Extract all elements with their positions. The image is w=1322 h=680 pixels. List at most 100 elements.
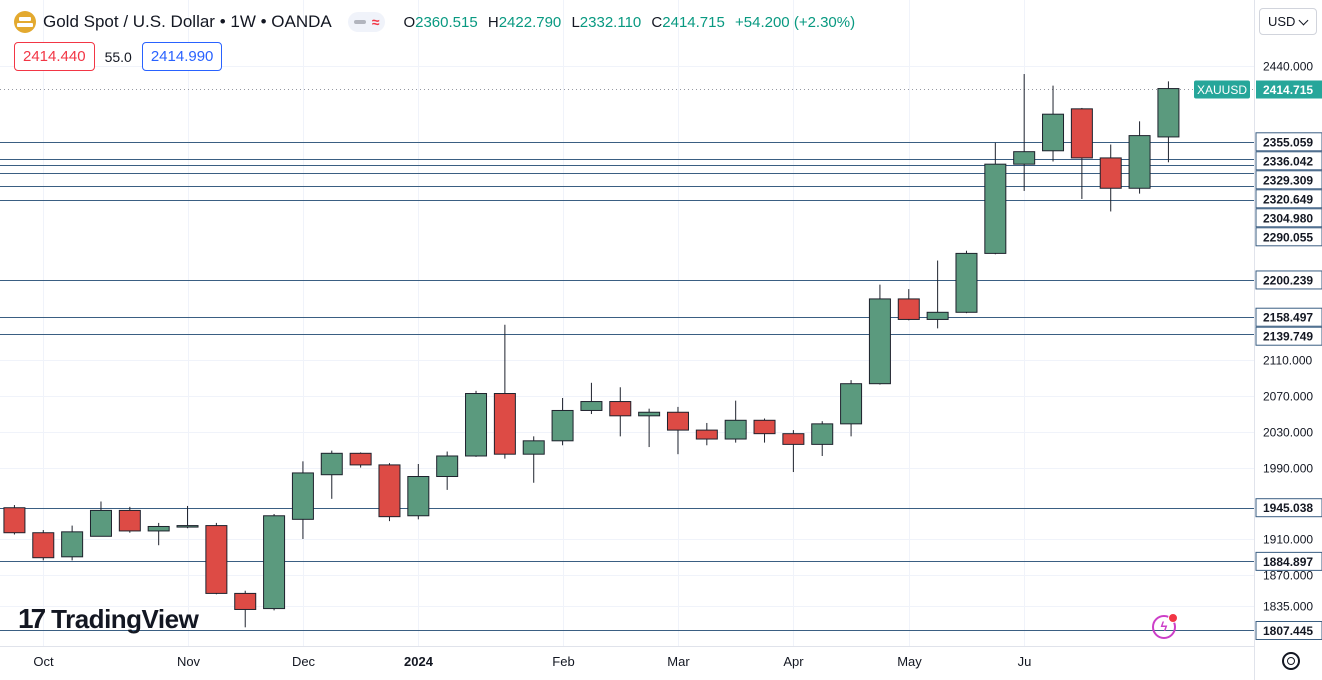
symbol-title[interactable]: Gold Spot / U.S. Dollar <box>43 12 215 31</box>
level-price-tag <box>1255 307 1322 327</box>
close-label: C <box>651 13 663 31</box>
symbol-tag <box>1194 80 1250 99</box>
candle-body <box>1042 113 1065 152</box>
candle <box>609 387 632 437</box>
candle <box>61 525 84 561</box>
chart-legend-header: Gold Spot / U.S. Dollar • 1W • OANDA ≈ O… <box>14 10 861 34</box>
open-value: 2360.515 <box>415 13 478 31</box>
candle <box>147 522 170 546</box>
tradingview-mark-icon: 17 <box>18 603 46 634</box>
interval-label[interactable]: 1W <box>230 12 256 31</box>
spread-value: 55.0 <box>104 48 132 65</box>
candle-body <box>176 525 199 528</box>
currency-dropdown[interactable]: USD <box>1259 8 1317 35</box>
candle-body <box>263 515 286 610</box>
tradingview-logo[interactable]: 17 TradingView <box>18 603 199 635</box>
x-tick-label: Oct <box>33 654 54 669</box>
candle <box>349 452 372 468</box>
gear-icon[interactable] <box>1282 652 1300 670</box>
candle <box>89 501 112 537</box>
candle-body <box>378 464 401 518</box>
market-status-chip[interactable]: ≈ <box>347 12 386 32</box>
candle-body <box>1013 151 1036 165</box>
x-tick-label: Ju <box>1018 654 1032 669</box>
level-price-tag <box>1255 227 1322 247</box>
level-price-tag <box>1255 620 1322 640</box>
candle-body <box>724 419 747 440</box>
candle-body <box>551 409 574 442</box>
candle-body <box>955 252 978 313</box>
candle-body <box>3 507 26 534</box>
level-price-label: 2329.309 <box>1263 173 1313 187</box>
level-price-label: 2200.239 <box>1263 273 1313 287</box>
y-tick-label: 2070.000 <box>1263 390 1313 404</box>
level-price-label: 2304.980 <box>1263 211 1313 225</box>
candle-body <box>89 509 112 537</box>
time-axis[interactable]: gSepOctNovDec2024FebMarAprMayJu <box>0 654 1031 669</box>
candle <box>436 451 459 490</box>
candle-body <box>666 411 689 431</box>
candle <box>551 397 574 446</box>
candle-body <box>291 472 314 520</box>
x-tick-label: Feb <box>552 654 574 669</box>
level-price-label: 2139.749 <box>1263 330 1313 344</box>
candle <box>493 324 516 459</box>
level-price-label: 1884.897 <box>1263 555 1313 569</box>
candle-body <box>753 419 776 435</box>
high-value: 2422.790 <box>498 13 562 31</box>
candle <box>1042 85 1065 162</box>
close-value: 2414.715 <box>662 13 725 31</box>
y-tick-label: 2110.000 <box>1263 354 1312 368</box>
candle-body <box>782 433 805 445</box>
candle-body <box>811 423 834 445</box>
y-tick-label: 1990.000 <box>1263 462 1313 476</box>
candle <box>263 513 286 611</box>
level-price-tag <box>1255 498 1322 518</box>
candle <box>320 450 343 499</box>
candle <box>3 505 26 535</box>
candle-body <box>580 401 603 411</box>
candle <box>407 464 430 520</box>
x-tick-label: Apr <box>783 654 804 669</box>
low-value: 2332.110 <box>579 13 642 31</box>
candle-body <box>1070 108 1093 159</box>
last-price-label: 2414.715 <box>1263 83 1313 97</box>
level-price-tag <box>1255 189 1322 209</box>
chevron-down-icon <box>1298 15 1309 26</box>
last-price-tag <box>1256 80 1322 99</box>
low-label: L <box>571 13 580 31</box>
candle-body <box>407 476 430 517</box>
candle-body <box>1128 135 1151 189</box>
candle <box>840 380 863 437</box>
candle <box>638 408 661 448</box>
candle <box>926 260 949 329</box>
candle <box>234 590 257 628</box>
candle-body <box>320 452 343 476</box>
y-tick-label: 1870.000 <box>1263 569 1313 583</box>
candle-body <box>32 532 55 559</box>
sell-button[interactable]: 2414.440 <box>14 42 95 71</box>
candle-body <box>868 298 891 385</box>
candle <box>465 390 488 457</box>
source-label[interactable]: OANDA <box>271 12 332 31</box>
candle <box>984 142 1007 255</box>
high-label: H <box>487 13 499 31</box>
x-tick-label: Dec <box>292 654 316 669</box>
candle <box>378 463 401 522</box>
y-tick-label: 2440.000 <box>1263 60 1313 74</box>
candle <box>176 505 199 529</box>
candle <box>1013 74 1036 191</box>
price-tags: 2355.059 2336.042 2329.309 2320.649 2304.980… <box>1194 80 1322 640</box>
candle <box>118 506 141 533</box>
tradingview-wordmark: TradingView <box>51 603 199 634</box>
y-tick-label: 1910.000 <box>1263 533 1313 547</box>
gold-symbol-icon <box>14 11 36 33</box>
level-price-label: 2320.649 <box>1263 192 1313 206</box>
buy-button[interactable]: 2414.990 <box>141 42 223 71</box>
candle <box>1070 107 1093 199</box>
x-tick-label: May <box>897 654 922 669</box>
lightning-alert-icon[interactable]: ϟ <box>1152 613 1178 639</box>
price-axis[interactable]: 2440.000 2110.000 2070.000 2030.000 1990.000… <box>1263 60 1313 614</box>
level-price-tag <box>1255 170 1322 190</box>
